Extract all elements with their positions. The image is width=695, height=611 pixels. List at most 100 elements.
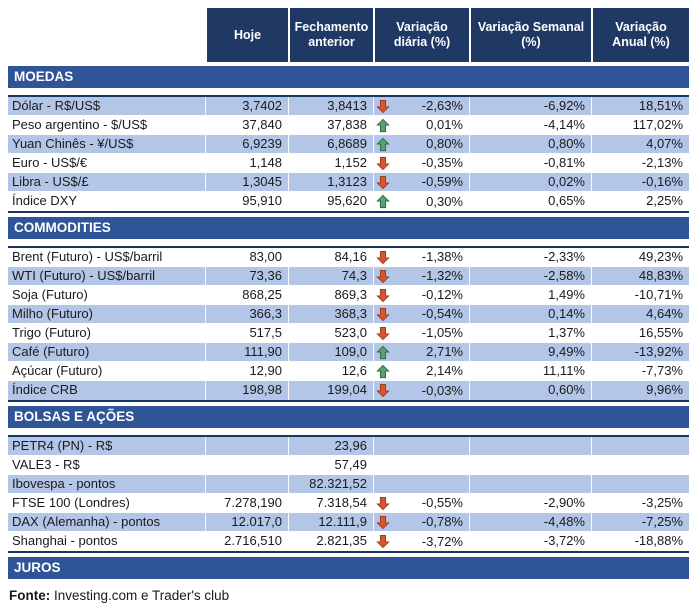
instrument-label: Milho (Futuro) [12,306,93,321]
trend-up-icon [376,137,390,151]
instrument-label: DAX (Alemanha) - pontos [12,514,161,529]
section-rows: PETR4 (PN) - R$ 23,96 VALE3 - R$ 57,49 I… [8,435,689,553]
table-row: FTSE 100 (Londres) 7.278,190 7.318,54 -0… [8,494,689,513]
instrument-label: Índice CRB [12,382,78,397]
hoje-value: 37,840 [205,116,288,134]
variacao-diaria-value: -3,72% [421,533,463,549]
variacao-anual-value [591,475,689,493]
fechamento-value: 12,6 [288,362,373,380]
variacao-anual-value: -7,25% [591,513,689,531]
instrument-label: FTSE 100 (Londres) [12,495,130,510]
variacao-semanal-value: -0,81% [469,154,591,172]
variacao-diaria-cell: 0,80% [373,135,469,153]
hoje-value: 868,25 [205,286,288,304]
hoje-value: 111,90 [205,343,288,361]
hoje-value: 3,7402 [205,97,288,115]
hoje-value: 7.278,190 [205,494,288,512]
hoje-value: 73,36 [205,267,288,285]
table-row: Índice DXY 95,910 95,620 0,30% 0,65% 2,2… [8,192,689,211]
instrument-label: VALE3 - R$ [12,457,80,472]
trend-down-icon [376,250,390,264]
section-header-2: COMMODITIES [8,217,689,239]
fechamento-value: 109,0 [288,343,373,361]
fechamento-value: 7.318,54 [288,494,373,512]
hoje-value: 517,5 [205,324,288,342]
variacao-diaria-cell: -0,12% [373,286,469,304]
variacao-diaria-value: -0,78% [421,514,463,529]
variacao-diaria-value: -1,38% [421,249,463,264]
instrument-label: Índice DXY [12,193,78,208]
table-row: Dólar - R$/US$ 3,7402 3,8413 -2,63% -6,9… [8,97,689,116]
variacao-semanal-value [469,456,591,474]
variacao-anual-value: 49,23% [591,248,689,266]
variacao-anual-value: 2,25% [591,192,689,211]
variacao-diaria-cell: -0,35% [373,154,469,172]
column-header-variacao-semanal: Variação Semanal (%) [469,8,591,62]
table-row: VALE3 - R$ 57,49 [8,456,689,475]
variacao-diaria-value: -2,63% [421,98,463,113]
hoje-value: 198,98 [205,381,288,400]
hoje-value: 6,9239 [205,135,288,153]
table-body: MOEDAS Dólar - R$/US$ 3,7402 3,8413 -2,6… [8,66,689,579]
trend-down-icon [376,269,390,283]
variacao-diaria-cell: -0,59% [373,173,469,191]
variacao-diaria-value: 0,30% [426,193,463,209]
instrument-label: WTI (Futuro) - US$/barril [12,268,156,283]
variacao-diaria-cell: 2,14% [373,362,469,380]
fechamento-value: 37,838 [288,116,373,134]
table-row: Brent (Futuro) - US$/barril 83,00 84,16 … [8,248,689,267]
variacao-anual-value [591,456,689,474]
fechamento-value: 84,16 [288,248,373,266]
trend-up-icon [376,118,390,132]
variacao-diaria-cell: 2,71% [373,343,469,361]
fechamento-value: 12.111,9 [288,513,373,531]
variacao-diaria-value: -0,54% [421,306,463,321]
variacao-semanal-value: 0,60% [469,381,591,400]
variacao-diaria-cell [373,437,469,455]
variacao-anual-value: -0,16% [591,173,689,191]
variacao-diaria-cell: -1,05% [373,324,469,342]
variacao-anual-value: 48,83% [591,267,689,285]
variacao-semanal-value: 0,02% [469,173,591,191]
fechamento-value: 6,8689 [288,135,373,153]
header-corner-cell [8,8,205,62]
variacao-anual-value [591,437,689,455]
variacao-semanal-value: 1,49% [469,286,591,304]
variacao-diaria-cell [373,456,469,474]
instrument-label: Peso argentino - $/US$ [12,117,148,132]
table-row: Yuan Chinês - ¥/US$ 6,9239 6,8689 0,80% … [8,135,689,154]
table-row: Soja (Futuro) 868,25 869,3 -0,12% 1,49% … [8,286,689,305]
trend-up-icon [376,194,390,209]
variacao-diaria-value: -0,35% [421,155,463,170]
instrument-label: Libra - US$/£ [12,174,89,189]
section-rows: Brent (Futuro) - US$/barril 83,00 84,16 … [8,246,689,402]
variacao-anual-value: 4,07% [591,135,689,153]
fechamento-value: 199,04 [288,381,373,400]
column-header-hoje: Hoje [205,8,288,62]
section-header-4: JUROS [8,557,689,579]
variacao-semanal-value [469,475,591,493]
instrument-label: Açúcar (Futuro) [12,363,103,378]
variacao-diaria-cell: -0,03% [373,381,469,400]
fechamento-value: 869,3 [288,286,373,304]
table-header: Hoje Fechamento anterior Variação diária… [8,8,689,62]
variacao-diaria-cell: -1,38% [373,248,469,266]
trend-up-icon [376,345,390,359]
variacao-diaria-value: 2,14% [426,363,463,378]
variacao-anual-value: 4,64% [591,305,689,323]
variacao-diaria-cell: -0,54% [373,305,469,323]
variacao-semanal-value: -2,58% [469,267,591,285]
table-row: Milho (Futuro) 366,3 368,3 -0,54% 0,14% … [8,305,689,324]
section-header-3: BOLSAS E AÇÕES [8,406,689,428]
variacao-anual-value: 16,55% [591,324,689,342]
variacao-semanal-value: 0,14% [469,305,591,323]
variacao-semanal-value: 0,65% [469,192,591,211]
variacao-anual-value: -13,92% [591,343,689,361]
section-header-1: MOEDAS [8,66,689,88]
hoje-value: 1,3045 [205,173,288,191]
fechamento-value: 2.821,35 [288,532,373,551]
variacao-diaria-cell: 0,30% [373,192,469,211]
variacao-diaria-cell: -0,55% [373,494,469,512]
variacao-semanal-value: -4,14% [469,116,591,134]
